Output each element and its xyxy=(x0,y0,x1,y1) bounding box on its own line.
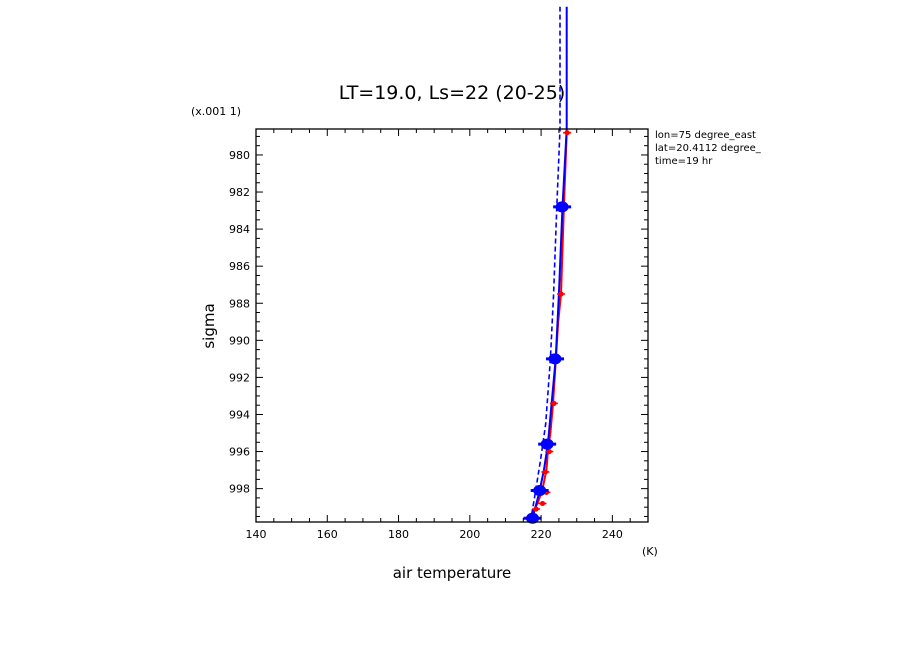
y-axis-label: sigma xyxy=(200,303,218,348)
annotations: lon=75 degree_east lat=20.4112 degree_tim… xyxy=(655,130,762,167)
y-scale-note: (x.001 1) xyxy=(191,105,241,118)
x-axis-label: air temperature xyxy=(393,564,512,582)
x-tick-label: 180 xyxy=(388,528,409,541)
y-tick-label: 996 xyxy=(229,446,250,459)
series-line-1 xyxy=(530,6,568,522)
y-tick-label: 980 xyxy=(229,149,250,162)
y-axis-ticks: 980 982 984 986 988 990 992 994 996 998 xyxy=(229,135,648,517)
x-axis-ticks: 140 160 180 200 220 240 xyxy=(246,129,649,541)
y-tick-label: 982 xyxy=(229,186,250,199)
annotation-2: time=19 hr xyxy=(655,156,713,167)
x-tick-label: 200 xyxy=(459,528,480,541)
chart-title: LT=19.0, Ls=22 (20-25) xyxy=(339,82,566,104)
x-tick-label: 160 xyxy=(317,528,338,541)
annotation-0: lon=75 degree_east xyxy=(655,130,756,141)
x-tick-label: 140 xyxy=(246,528,267,541)
y-tick-label: 990 xyxy=(229,334,250,347)
annotation-1: lat=20.4112 degree_ xyxy=(655,143,762,154)
y-tick-label: 986 xyxy=(229,260,250,273)
marker-layer xyxy=(523,130,572,524)
series-line-0 xyxy=(525,132,568,521)
x-tick-label: 220 xyxy=(531,528,552,541)
x-tick-label: 240 xyxy=(602,528,623,541)
y-tick-label: 992 xyxy=(229,371,250,384)
y-tick-label: 988 xyxy=(229,297,250,310)
y-tick-label: 984 xyxy=(229,223,250,236)
plot-frame xyxy=(255,128,649,523)
y-tick-label: 998 xyxy=(229,483,250,496)
x-axis-unit: (K) xyxy=(642,545,658,558)
y-tick-label: 994 xyxy=(229,408,250,421)
